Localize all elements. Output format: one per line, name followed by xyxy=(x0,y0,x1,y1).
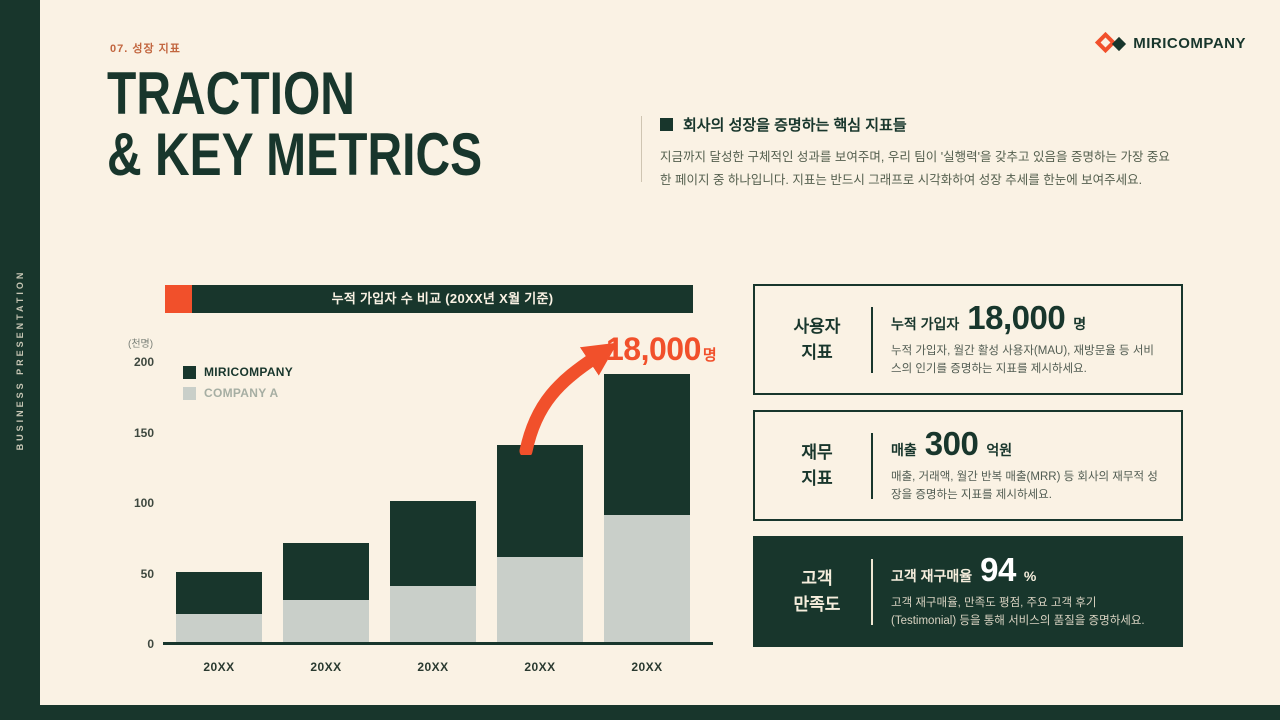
card-divider xyxy=(871,432,873,499)
card-label: 고객 만족도 xyxy=(793,569,841,614)
bar-overlay-4 xyxy=(497,557,583,642)
y-axis-tick: 150 xyxy=(133,425,154,440)
legend-swatch-icon xyxy=(183,365,196,379)
metric-unit: % xyxy=(1023,567,1037,584)
y-axis-tick: 50 xyxy=(140,566,154,581)
card-body: 매출 300 억원 매출, 거래액, 월간 반복 매출(MRR) 등 회사의 재… xyxy=(891,427,1161,505)
card-divider xyxy=(871,558,873,625)
y-axis-tick: 100 xyxy=(133,496,154,510)
x-axis-label: 20XX xyxy=(631,660,663,674)
brand-logo: MIRICOMPANY xyxy=(1095,30,1246,57)
metric-cards: 사용자 지표 누적 가입자 18,000 명 누적 가입자, 월간 활성 사용자… xyxy=(753,284,1183,662)
intro-block: 회사의 성장을 증명하는 핵심 지표들 지금까지 달성한 구체적인 성과를 보여… xyxy=(660,114,1170,191)
card-label: 재무 지표 xyxy=(801,443,833,488)
bar-overlay-1 xyxy=(176,613,262,642)
annotation-unit: 명 xyxy=(702,347,717,364)
y-axis-unit-label: (천명) xyxy=(128,339,154,350)
metric-prefix: 매출 xyxy=(891,441,917,458)
chart-title: 누적 가입자 수 비교 (20XX년 X월 기준) xyxy=(331,291,554,306)
x-axis-label: 20XX xyxy=(524,660,556,674)
card-label: 사용자 지표 xyxy=(793,317,841,362)
legend-item: COMPANY A xyxy=(183,386,293,400)
side-rail: BUSINESS PRESENTATION xyxy=(0,0,40,720)
card-divider xyxy=(871,306,873,373)
chart-annotation: 18,000 명 xyxy=(606,331,717,368)
y-axis-tick: 200 xyxy=(133,355,154,369)
bar-3 xyxy=(390,501,476,642)
legend-label: COMPANY A xyxy=(204,386,279,400)
page-title: TRACTION & KEY METRICS xyxy=(107,60,483,189)
metric-prefix: 누적 가입자 xyxy=(891,315,960,332)
intro-heading: 회사의 성장을 증명하는 핵심 지표들 xyxy=(683,117,907,134)
card-metric: 누적 가입자 18,000 명 xyxy=(891,301,1161,334)
bar-1 xyxy=(176,571,262,642)
square-bullet-icon xyxy=(660,118,673,131)
bar-overlay-5 xyxy=(604,515,690,642)
legend-item: MIRICOMPANY xyxy=(183,365,293,379)
chart-plot xyxy=(163,363,713,645)
x-axis-label: 20XX xyxy=(310,660,342,674)
card-body: 누적 가입자 18,000 명 누적 가입자, 월간 활성 사용자(MAU), … xyxy=(891,301,1161,379)
x-axis-label: 20XX xyxy=(203,660,235,674)
chart-legend: MIRICOMPANY COMPANY A xyxy=(183,365,293,400)
diamond-solid-icon xyxy=(1112,36,1127,52)
metric-value: 18,000 xyxy=(967,298,1066,336)
metric-card-users: 사용자 지표 누적 가입자 18,000 명 누적 가입자, 월간 활성 사용자… xyxy=(753,284,1183,395)
growth-arrow-icon xyxy=(519,342,618,455)
sidebar-vertical-label: BUSINESS PRESENTATION xyxy=(15,269,25,451)
page-title-line2: & KEY METRICS xyxy=(107,121,483,189)
metric-card-satisfaction: 고객 만족도 고객 재구매율 94 % 고객 재구매율, 만족도 평점, 주요 … xyxy=(753,536,1183,647)
metric-unit: 명 xyxy=(1073,315,1087,332)
metric-value: 300 xyxy=(924,424,979,462)
y-axis-tick: 0 xyxy=(147,637,154,651)
metric-card-finance: 재무 지표 매출 300 억원 매출, 거래액, 월간 반복 매출(MRR) 등… xyxy=(753,410,1183,521)
bar-4 xyxy=(497,444,583,642)
metric-value: 94 xyxy=(980,550,1016,588)
card-body: 고객 재구매율 94 % 고객 재구매율, 만족도 평점, 주요 고객 후기(T… xyxy=(891,553,1161,631)
card-metric: 매출 300 억원 xyxy=(891,427,1161,460)
intro-divider xyxy=(641,116,642,182)
intro-heading-row: 회사의 성장을 증명하는 핵심 지표들 xyxy=(660,114,1170,135)
metric-prefix: 고객 재구매율 xyxy=(891,567,973,584)
legend-label: MIRICOMPANY xyxy=(204,365,294,379)
bar-overlay-3 xyxy=(390,585,476,642)
chart-title-bar: 누적 가입자 수 비교 (20XX년 X월 기준) xyxy=(165,285,693,313)
chart-section: 누적 가입자 수 비교 (20XX년 X월 기준) (천명) MIRICOMPA… xyxy=(128,285,728,685)
bar-2 xyxy=(283,543,369,642)
card-description: 고객 재구매율, 만족도 평점, 주요 고객 후기(Testimonial) 등… xyxy=(891,596,1145,627)
brand-name: MIRICOMPANY xyxy=(1133,35,1246,52)
legend-swatch-icon xyxy=(183,386,196,400)
intro-body: 지금까지 달성한 구체적인 성과를 보여주며, 우리 팀이 '실행력'을 갖추고… xyxy=(660,150,1170,187)
slide-kicker: 07. 성장 지표 xyxy=(110,43,181,55)
card-metric: 고객 재구매율 94 % xyxy=(891,553,1161,586)
chart-title-accent xyxy=(165,285,192,313)
bottom-bar xyxy=(0,705,1280,720)
card-description: 매출, 거래액, 월간 반복 매출(MRR) 등 회사의 재무적 성장을 증명하… xyxy=(891,470,1158,501)
bar-5 xyxy=(604,374,690,642)
brand-diamond-icon xyxy=(1095,30,1127,57)
metric-unit: 억원 xyxy=(986,441,1013,458)
card-description: 누적 가입자, 월간 활성 사용자(MAU), 재방문율 등 서비스의 인기를 … xyxy=(891,344,1154,375)
page-title-line1: TRACTION xyxy=(107,60,355,127)
annotation-value: 18,000 xyxy=(606,331,701,367)
x-axis-label: 20XX xyxy=(417,660,449,674)
bar-overlay-2 xyxy=(283,599,369,642)
